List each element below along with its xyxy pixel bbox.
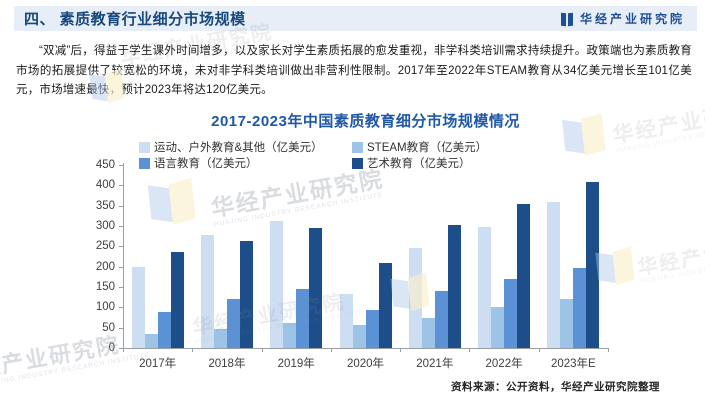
bar	[421, 318, 435, 348]
y-axis-tick	[119, 185, 123, 187]
bar	[200, 235, 214, 348]
x-axis-tick	[469, 348, 471, 352]
y-axis-tick-label: 250	[95, 240, 115, 253]
y-axis-tick	[119, 307, 123, 309]
bar	[144, 334, 158, 348]
x-axis-line	[123, 348, 608, 349]
bar	[547, 201, 561, 348]
source-note: 资料来源：公开资料，华经产业研究院整理	[451, 381, 660, 393]
bar	[270, 220, 284, 348]
bar	[283, 323, 297, 348]
watermark-logo-icon	[145, 177, 200, 230]
x-axis-label: 2020年	[346, 358, 385, 370]
bar	[239, 241, 253, 348]
legend-swatch	[352, 141, 363, 153]
y-axis-tick-label: 100	[95, 301, 115, 314]
bar	[434, 291, 448, 348]
y-axis-tick	[119, 165, 123, 166]
watermark-logo-icon	[593, 246, 638, 290]
legend-label: 运动、户外教育&其他（亿美元）	[154, 142, 323, 154]
x-axis-tick	[400, 348, 402, 352]
legend-swatch	[139, 141, 150, 153]
bar	[478, 226, 492, 348]
bar	[408, 248, 422, 348]
bar	[586, 182, 600, 348]
bar	[157, 312, 171, 348]
y-axis-tick-label: 0	[108, 342, 115, 354]
legend-item: 语言教育（亿美元）	[139, 155, 258, 171]
bar	[170, 252, 184, 348]
legend-label: 艺术教育（亿美元）	[367, 158, 471, 170]
y-axis-tick	[119, 327, 123, 329]
bar	[131, 266, 145, 348]
bar	[573, 268, 587, 348]
bar	[226, 299, 240, 348]
x-axis-label: 2022年	[485, 358, 523, 370]
brand-logo-text: 华经产业研究院	[579, 12, 685, 26]
legend-swatch	[139, 157, 150, 169]
bar	[213, 329, 227, 348]
x-axis-label: 2023年E	[550, 358, 596, 370]
x-axis-tick	[123, 348, 124, 352]
x-axis-label: 2018年	[208, 358, 246, 370]
x-axis-tick	[261, 348, 263, 352]
y-axis-tick	[119, 266, 123, 268]
y-axis-tick-label: 50	[102, 321, 115, 334]
bar	[309, 228, 323, 348]
x-axis-tick	[192, 348, 194, 352]
y-axis-tick	[119, 226, 123, 227]
x-axis-tick	[608, 348, 609, 352]
x-axis-tick	[538, 348, 540, 352]
bar	[491, 306, 505, 348]
bar	[447, 224, 461, 348]
y-axis-tick-label: 350	[95, 199, 115, 212]
x-axis-label: 2019年	[277, 358, 315, 370]
bar	[517, 204, 531, 348]
bar	[352, 325, 366, 348]
x-axis-tick	[330, 348, 332, 352]
y-axis-tick-label: 400	[95, 179, 115, 192]
legend-swatch	[352, 157, 363, 169]
legend-item: 艺术教育（亿美元）	[352, 155, 471, 171]
chart-title: 2017-2023年中国素质教育细分市场规模情况	[211, 113, 520, 130]
y-axis-tick-label: 200	[95, 260, 115, 273]
y-axis-tick	[119, 287, 123, 288]
intro-paragraph: “双减”后，得益于学生课外时间增多，以及家长对学生素质拓展的愈发重视，非学科类培…	[16, 45, 692, 96]
brand-logo: 华经产业研究院	[560, 10, 685, 27]
page-title: 四、 素质教育行业细分市场规模	[24, 11, 246, 28]
legend-item: STEAM教育（亿美元）	[352, 139, 487, 155]
y-axis-tick	[119, 348, 123, 349]
legend-label: STEAM教育（亿美元）	[367, 142, 488, 154]
brand-logo-icon	[560, 11, 573, 27]
header-band: 四、 素质教育行业细分市场规模 华经产业研究院	[14, 6, 697, 31]
bar	[339, 293, 353, 348]
y-axis-tick-label: 450	[95, 159, 115, 171]
x-axis-label: 2021年	[416, 358, 454, 370]
legend-item: 运动、户外教育&其他（亿美元）	[139, 139, 323, 155]
y-axis-tick-label: 150	[95, 281, 115, 293]
bar	[365, 310, 379, 348]
bar	[296, 288, 310, 348]
y-axis-line	[123, 163, 124, 348]
y-axis-tick	[119, 205, 123, 207]
bar	[378, 263, 392, 348]
x-axis-label: 2017年	[139, 358, 177, 370]
y-axis-tick	[119, 246, 123, 248]
bar	[560, 299, 574, 348]
legend-label: 语言教育（亿美元）	[154, 158, 258, 170]
bar	[504, 278, 518, 348]
y-axis-tick-label: 300	[95, 220, 115, 232]
